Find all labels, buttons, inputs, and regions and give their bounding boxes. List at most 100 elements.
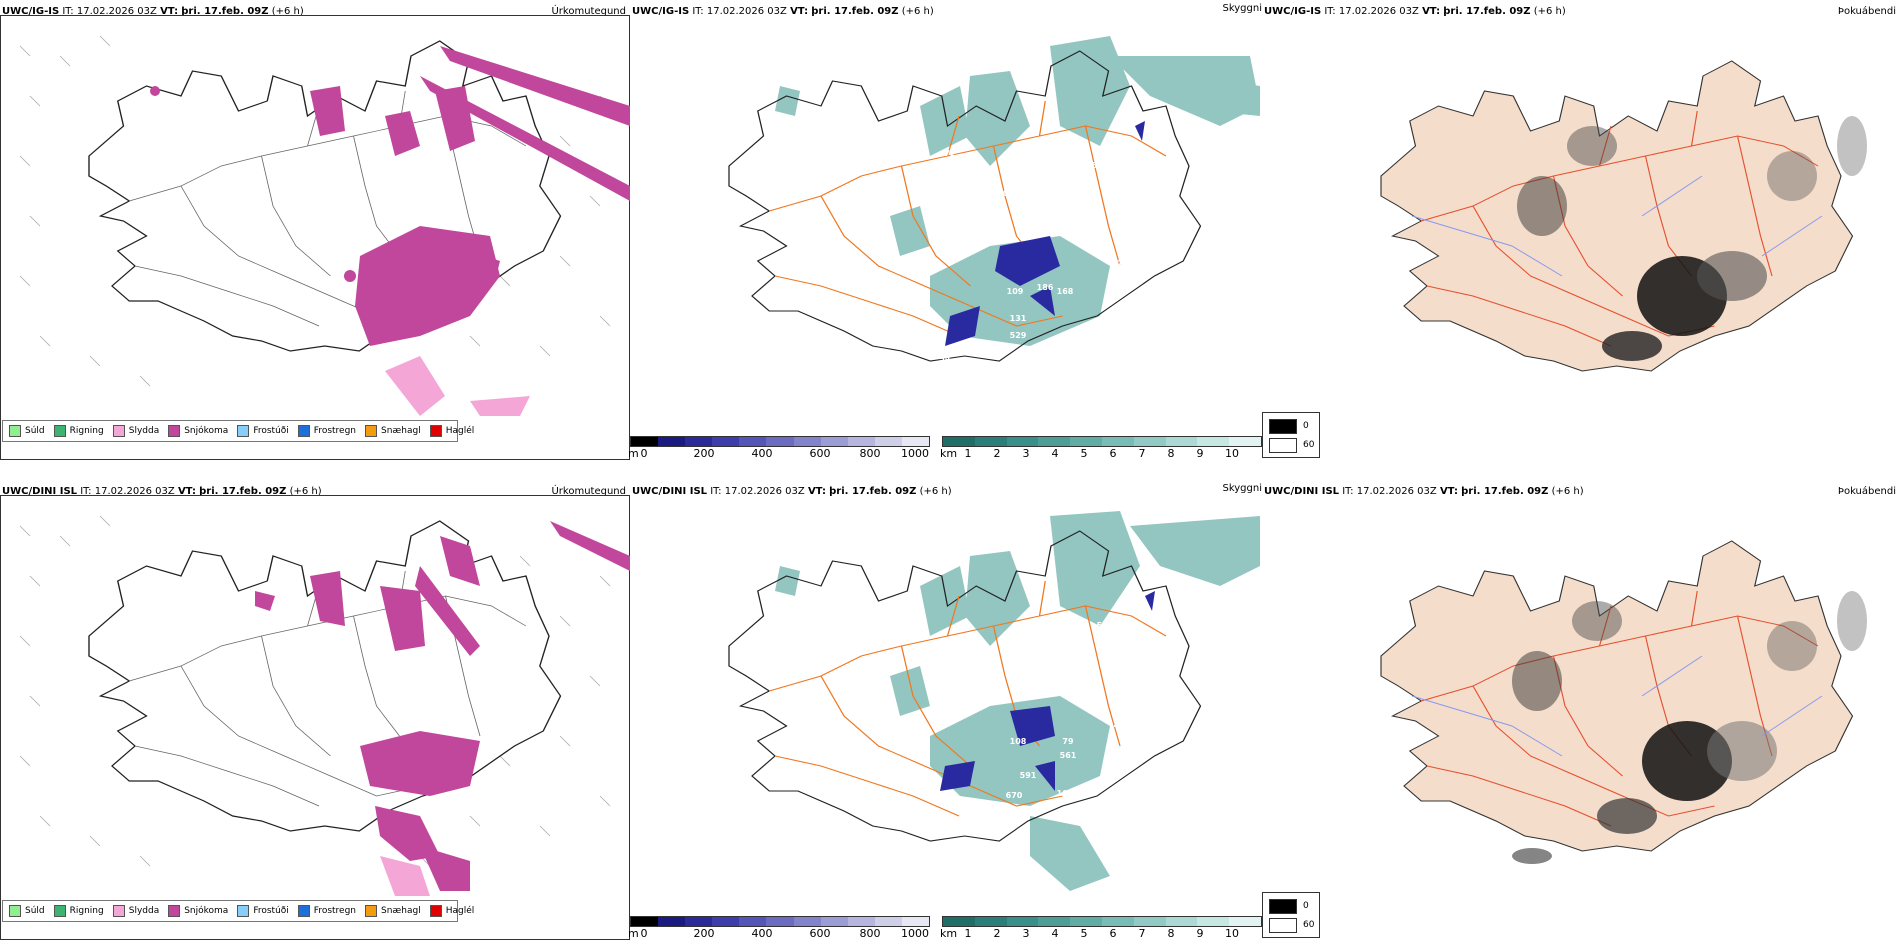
legend-swatch [53, 905, 66, 917]
cloud-label: 108 [1010, 737, 1027, 746]
fog-legend-swatch [1269, 899, 1297, 914]
fog-panel: UWC/DINI ISL IT: 17.02.2026 03Z VT: þri.… [1262, 480, 1900, 950]
panel-title: Úrkomutegund [551, 486, 626, 497]
cloud-label: 95 [1061, 341, 1073, 350]
cloud-map: 72 990 664 550 109 186 168 131 529 94 49… [728, 36, 1260, 363]
legend-swatch [297, 905, 310, 917]
panel-title: Úrkomutegund [551, 6, 626, 17]
legend-item-sudl: Súld [9, 425, 45, 437]
cloud-label: 746 [1037, 629, 1054, 638]
legend-swatch [237, 905, 250, 917]
fog-legend-label: 0 [1303, 901, 1309, 911]
panel-header: UWC/DINI ISL IT: 17.02.2026 03Z VT: þri.… [1264, 486, 1584, 497]
sleet-areas [385, 356, 530, 416]
legend-item-frostregn: Frostregn [297, 905, 356, 917]
legend-item-hagel: Haglél [429, 905, 474, 917]
cloud-label: 529 [1010, 331, 1027, 340]
precip-type-panel: UWC/DINI ISL IT: 17.02.2026 03Z VT: þri.… [0, 480, 630, 950]
ceiling-ticks: m 0 200 400 600 800 1000 [628, 927, 929, 940]
panel-header: UWC/IG-IS IT: 17.02.2026 03Z VT: þri. 17… [1264, 6, 1566, 17]
fog-legend: 0 60 [1262, 892, 1320, 938]
map-frame [0, 495, 630, 940]
cloud-label: 30 [961, 704, 973, 713]
legend-swatch [53, 425, 66, 437]
cloud-label: 829 [1054, 647, 1071, 656]
fog-legend-label: 60 [1303, 440, 1315, 450]
visibility-colorbar: km 1 2 3 4 5 6 7 8 9 10 [940, 436, 1262, 460]
fog-shading [1517, 116, 1867, 361]
legend-swatch [168, 425, 181, 437]
forecast-row-1: UWC/IG-IS IT: 17.02.2026 03Z VT: þri. 17… [0, 0, 1900, 470]
visibility-colorbar: km 1 2 3 4 5 6 7 8 9 10 [940, 916, 1262, 940]
cloud-label: 94 [939, 354, 951, 363]
panel-title: Skyggni [1222, 3, 1262, 14]
legend-swatch [429, 425, 442, 437]
cloud-label: 168 [1057, 287, 1074, 296]
snow-areas [255, 521, 630, 891]
legend-item-sudl: Súld [9, 905, 45, 917]
cloud-panel: UWC/DINI ISL IT: 17.02.2026 03Z VT: þri.… [628, 480, 1262, 950]
panel-header: UWC/IG-IS IT: 17.02.2026 03Z VT: þri. 17… [632, 6, 934, 17]
fog-legend-swatch [1269, 918, 1297, 933]
legend-item-snaehagl: Snæhagl [365, 905, 421, 917]
panel-header: UWC/DINI ISL IT: 17.02.2026 03Z VT: þri.… [632, 486, 952, 497]
cloud-label: 131 [1010, 314, 1027, 323]
legend-item-snaehagl: Snæhagl [365, 425, 421, 437]
cloud-label: 561 [1060, 751, 1077, 760]
precip-legend: Súld Rigning Slydda Snjókoma Frostúði Fr… [2, 420, 474, 442]
ceiling-colorbar-bar [630, 916, 930, 927]
panel-title: Þokuábendi [1837, 6, 1896, 17]
fog-legend: 0 60 [1262, 412, 1320, 458]
cloud-label: 431 [1114, 721, 1131, 730]
legend-swatch [112, 425, 125, 437]
fog-map [1380, 60, 1867, 372]
legend-swatch [297, 425, 310, 437]
ceiling-colorbar-bar [630, 436, 930, 447]
forecast-row-2: UWC/DINI ISL IT: 17.02.2026 03Z VT: þri.… [0, 480, 1900, 950]
fog-shading [1512, 591, 1867, 864]
cloud-label: 723 [1112, 259, 1129, 268]
cloud-label: 109 [1007, 287, 1024, 296]
fog-map [1380, 540, 1867, 864]
visibility-shading [775, 36, 1260, 346]
legend-item-snjokoma: Snjókoma [168, 905, 228, 917]
cloud-panel: UWC/IG-IS IT: 17.02.2026 03Z VT: þri. 17… [628, 0, 1262, 470]
cloud-label: 569 [1097, 621, 1114, 630]
legend-item-rigning: Rigning [53, 905, 104, 917]
legend-swatch [429, 905, 442, 917]
visibility-ticks: km 1 2 3 4 5 6 7 8 9 10 [940, 927, 1239, 940]
cloud-label: 591 [1020, 771, 1037, 780]
visibility-ticks: km 1 2 3 4 5 6 7 8 9 10 [940, 447, 1239, 460]
fog-legend-label: 60 [1303, 920, 1315, 930]
legend-swatch [237, 425, 250, 437]
cloud-value-labels: 73 746 829 569 108 79 561 591 670 104 43… [944, 621, 1130, 800]
fog-legend-swatch [1269, 438, 1297, 453]
wind-barbs [19, 515, 611, 867]
cloud-label: 49 [989, 352, 1001, 361]
panel-header: UWC/IG-IS IT: 17.02.2026 03Z VT: þri. 17… [2, 6, 304, 17]
legend-swatch [168, 905, 181, 917]
precip-type-panel: UWC/IG-IS IT: 17.02.2026 03Z VT: þri. 17… [0, 0, 630, 470]
precip-type-map [19, 515, 630, 896]
low-ceiling-areas [940, 591, 1155, 791]
cloud-label: 664 [947, 241, 964, 250]
panel-header: UWC/DINI ISL IT: 17.02.2026 03Z VT: þri.… [2, 486, 322, 497]
precip-type-map [19, 35, 630, 416]
panel-title: Þokuábendi [1837, 486, 1896, 497]
cloud-map: 73 746 829 569 108 79 561 591 670 104 43… [728, 511, 1260, 891]
cloud-label: 104 [1057, 789, 1074, 798]
fog-legend-swatch [1269, 419, 1297, 434]
ceiling-ticks: m 0 200 400 600 800 1000 [628, 447, 929, 460]
panel-title: Skyggni [1222, 483, 1262, 494]
legend-item-slydda: Slydda [112, 425, 159, 437]
map-frame [0, 15, 630, 460]
sleet-areas [380, 856, 430, 896]
cloud-label: 550 [1092, 161, 1109, 170]
ceiling-colorbar: m 0 200 400 600 800 1000 [628, 436, 930, 460]
visibility-colorbar-bar [942, 436, 1262, 447]
ceiling-colorbar: m 0 200 400 600 800 1000 [628, 916, 930, 940]
legend-swatch [9, 905, 21, 917]
snow-areas [150, 46, 630, 346]
legend-item-frostregn: Frostregn [297, 425, 356, 437]
low-ceiling-areas [945, 121, 1145, 346]
